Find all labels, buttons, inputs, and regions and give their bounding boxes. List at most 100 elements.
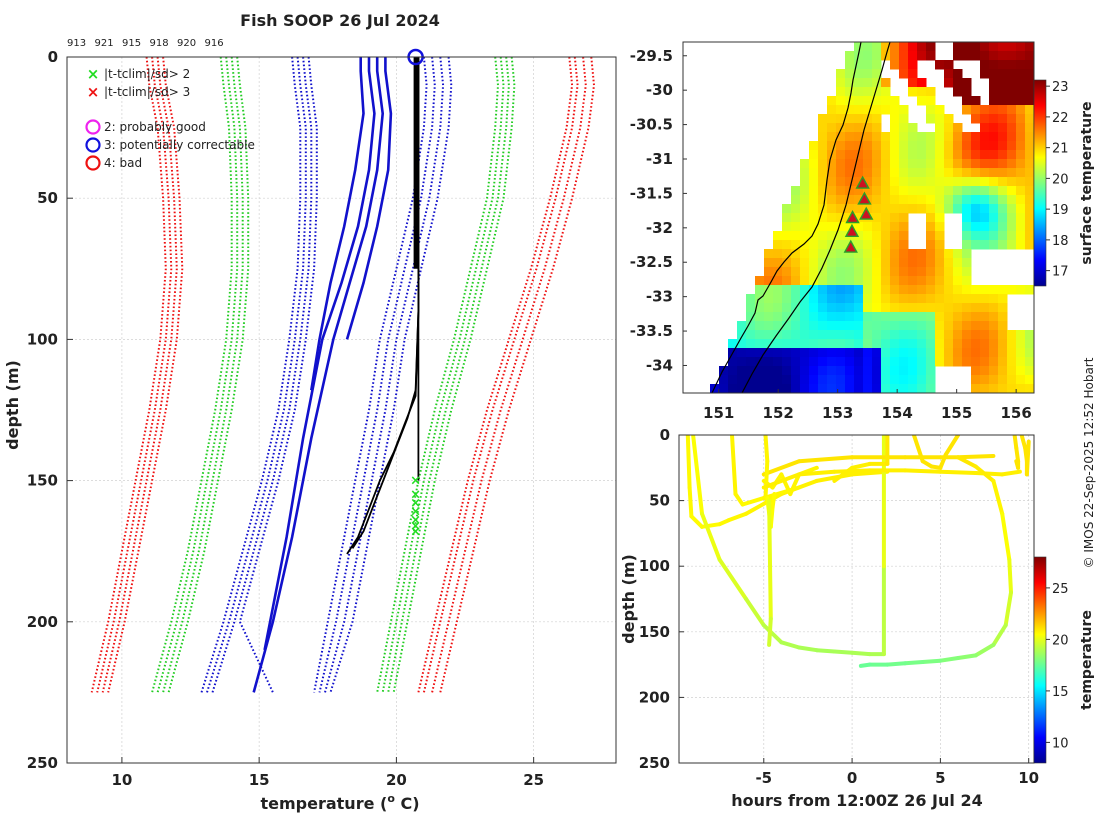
sst-cell — [863, 96, 873, 106]
sst-cell — [791, 222, 801, 232]
sst-cell — [1007, 366, 1017, 376]
legend-label-bad: 4: bad — [104, 156, 142, 170]
sst-cell — [854, 348, 864, 358]
sst-cell — [827, 267, 837, 277]
sst-cell — [854, 384, 864, 393]
sd2-envelope-right — [392, 56, 516, 693]
sst-cell — [863, 123, 873, 133]
sst-cell — [989, 96, 999, 106]
sst-cell — [854, 366, 864, 376]
sst-cell — [980, 51, 990, 61]
sst-cell — [782, 357, 792, 367]
sst-cell — [971, 222, 981, 232]
sst-cell — [809, 186, 819, 196]
sst-cell — [989, 114, 999, 124]
sst-cell — [962, 312, 972, 322]
sst-cell — [863, 249, 873, 259]
sst-cell — [1016, 366, 1026, 376]
sst-cell — [890, 267, 900, 277]
track-segment — [1007, 557, 1013, 595]
sst-cell — [845, 357, 855, 367]
sst-cell — [1025, 348, 1034, 358]
sst-cell — [899, 150, 909, 160]
sst-cell — [818, 132, 828, 142]
sst-cell — [854, 132, 864, 142]
sst-cell — [881, 195, 891, 205]
sst-cell — [782, 375, 792, 385]
sst-cell — [719, 375, 729, 385]
track-segment — [991, 478, 1005, 516]
sst-cell — [881, 330, 891, 340]
sst-cell — [980, 231, 990, 241]
sst-cell — [728, 384, 738, 393]
legend-label-correctable: 3: potentially correctable — [104, 138, 255, 152]
sst-cell — [944, 294, 954, 304]
map-y-tick-label: -30.5 — [630, 116, 673, 134]
track-segment — [832, 468, 872, 474]
sst-cell — [719, 384, 729, 393]
sst-cell — [890, 132, 900, 142]
sst-cell — [971, 348, 981, 358]
sst-cell — [926, 159, 936, 169]
sst-cell — [827, 123, 837, 133]
sst-cell — [764, 384, 774, 393]
map-x-tick-label: 151 — [703, 404, 734, 422]
sst-cell — [989, 222, 999, 232]
sst-cell — [989, 69, 999, 79]
sst-cell — [908, 78, 918, 88]
sst-cell — [899, 321, 909, 331]
sst-cell — [908, 60, 918, 70]
sst-cell — [935, 213, 945, 223]
sst-cell — [836, 312, 846, 322]
sst-cell — [881, 42, 891, 52]
sst-cell — [1016, 150, 1026, 160]
sst-cell — [863, 303, 873, 313]
sst-cell — [917, 321, 927, 331]
coastline — [711, 42, 862, 393]
sst-cell — [917, 150, 927, 160]
sst-cell — [809, 204, 819, 214]
sst-cell — [998, 177, 1008, 187]
sst-cell — [800, 258, 810, 268]
sst-cell — [953, 195, 963, 205]
sst-cell — [818, 357, 828, 367]
sst-cell — [971, 204, 981, 214]
sst-cell — [890, 213, 900, 223]
sst-cell — [989, 321, 999, 331]
sst-cell — [818, 168, 828, 178]
sst-cell — [827, 321, 837, 331]
sst-cell — [998, 150, 1008, 160]
sst-cell — [890, 159, 900, 169]
sst-cell — [827, 213, 837, 223]
legend-marker-red-circle — [85, 155, 101, 171]
sst-cell — [854, 186, 864, 196]
sst-cell — [998, 141, 1008, 151]
sst-cell — [998, 222, 1008, 232]
sst-cell — [845, 330, 855, 340]
sst-cell — [980, 366, 990, 376]
sst-cell — [1016, 339, 1026, 349]
sst-cell — [890, 375, 900, 385]
sst-cell — [809, 321, 819, 331]
map-ticks: 151 152 153 154 155 156 -29.5 -30 -30.5 -31 -31.5 -… — [630, 47, 1032, 422]
sst-cell — [800, 195, 810, 205]
sst-cell — [863, 375, 873, 385]
sst-cell — [1016, 204, 1026, 214]
sst-cell — [971, 105, 981, 115]
sst-cell — [872, 204, 882, 214]
sst-cell — [1016, 375, 1026, 385]
sst-cell — [980, 213, 990, 223]
profile-plot-area — [67, 57, 616, 763]
sst-cell — [863, 285, 873, 295]
track-segment — [726, 511, 749, 523]
profile-panel: Fish SOOP 26 Jul 2024 913 921 915 918 920 916… — [3, 11, 617, 813]
sst-cell — [908, 267, 918, 277]
timeseries-y-tick-label: 0 — [660, 426, 670, 444]
sst-cell — [764, 303, 774, 313]
sst-cell — [962, 150, 972, 160]
sst-cell — [890, 204, 900, 214]
sst-cell — [836, 357, 846, 367]
sst-cell — [980, 384, 990, 393]
sst-cell — [872, 213, 882, 223]
sst-cell — [980, 312, 990, 322]
